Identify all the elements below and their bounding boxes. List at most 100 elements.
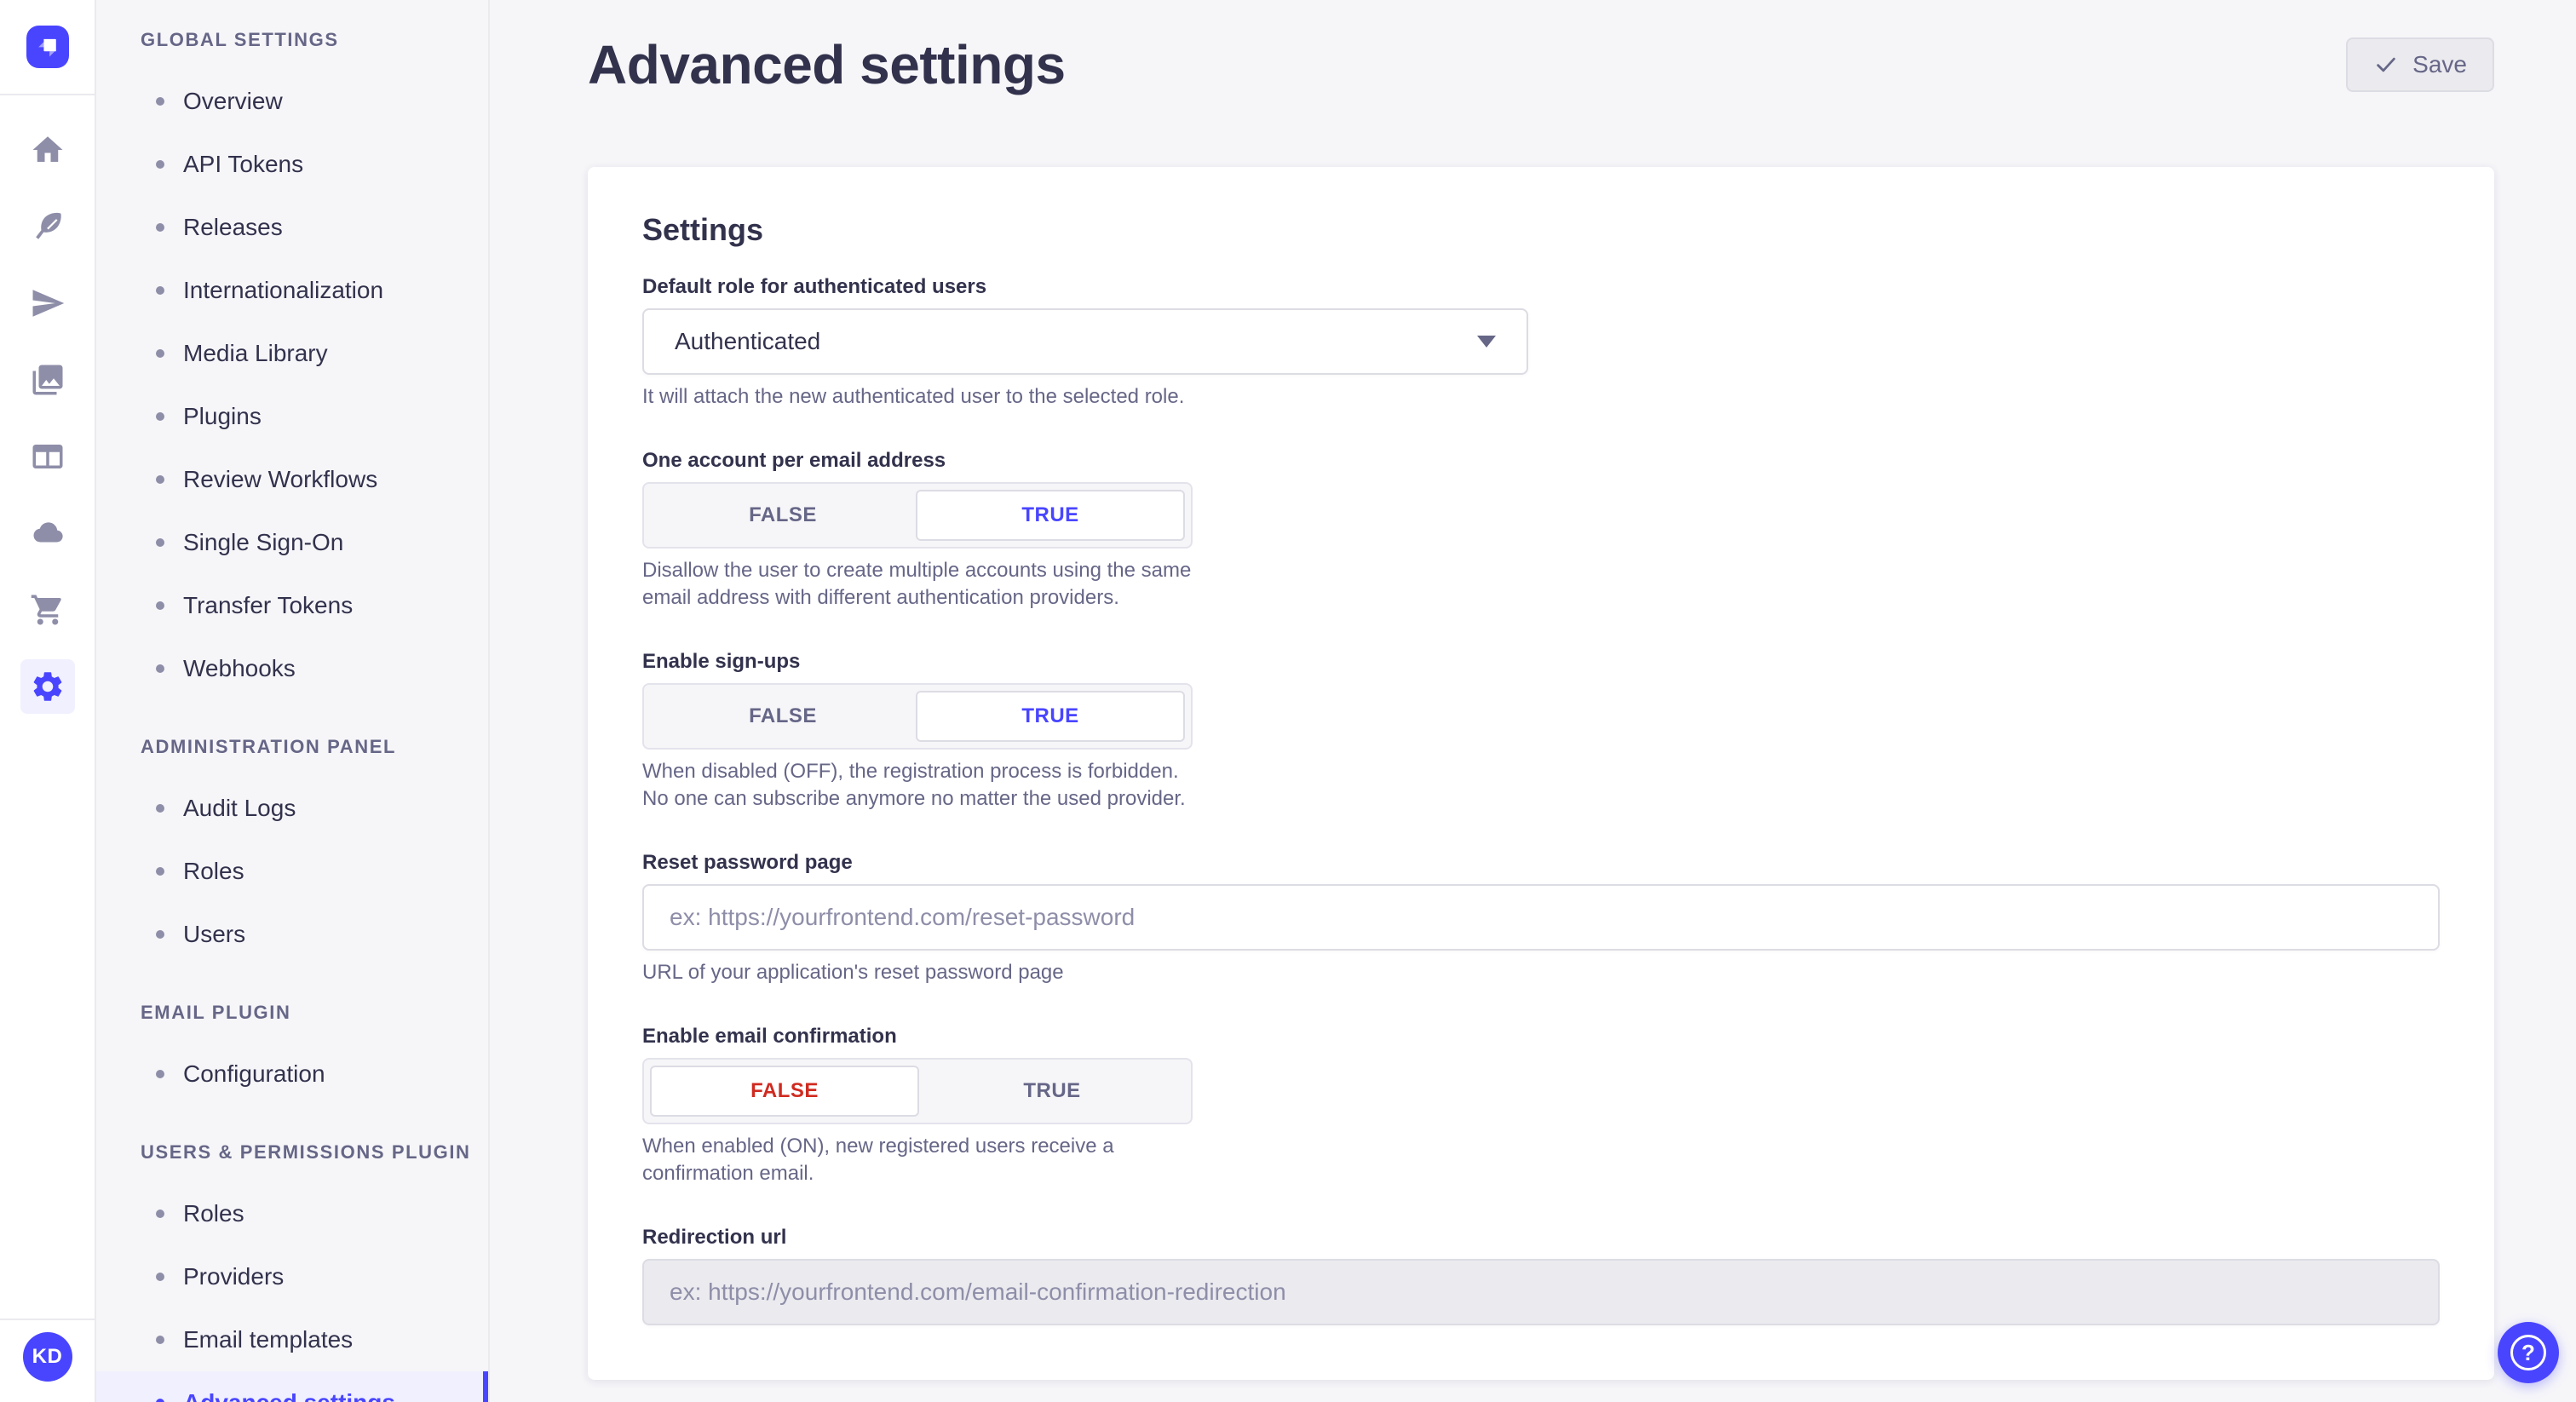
sidebar-item-email-configuration[interactable]: Configuration (96, 1043, 488, 1106)
nav-deploy[interactable] (20, 276, 75, 330)
question-mark-icon: ? (2510, 1335, 2546, 1370)
bullet-icon (156, 867, 164, 876)
settings-sidebar: GLOBAL SETTINGS Overview API Tokens Rele… (96, 0, 490, 1402)
one-account-hint: Disallow the user to create multiple acc… (642, 559, 1192, 609)
bullet-icon (156, 97, 164, 106)
bullet-icon (156, 930, 164, 939)
bullet-icon (156, 1336, 164, 1344)
field-enable-email-confirmation: Enable email confirmation FALSE TRUE Whe… (642, 1024, 1193, 1187)
default-role-hint: It will attach the new authenticated use… (642, 385, 1185, 408)
sidebar-item-up-roles[interactable]: Roles (96, 1182, 488, 1245)
sign-ups-label: Enable sign-ups (642, 650, 801, 673)
nav-settings[interactable] (20, 659, 75, 714)
sidebar-item-api-tokens[interactable]: API Tokens (96, 133, 488, 196)
bullet-icon (156, 1070, 164, 1078)
sidebar-item-review-workflows[interactable]: Review Workflows (96, 448, 488, 511)
field-enable-sign-ups: Enable sign-ups FALSE TRUE When disabled… (642, 649, 1193, 813)
email-confirmation-toggle: FALSE TRUE (642, 1058, 1193, 1124)
cloud-icon (33, 522, 63, 543)
settings-card: Settings Default role for authenticated … (588, 167, 2494, 1380)
bullet-icon (156, 1399, 164, 1402)
layout-icon (32, 445, 62, 468)
sidebar-item-plugins[interactable]: Plugins (96, 385, 488, 448)
feather-icon (35, 212, 61, 239)
section-title-global-settings: GLOBAL SETTINGS (141, 29, 339, 50)
nav-media-library[interactable] (20, 353, 75, 407)
bullet-icon (156, 286, 164, 295)
redirection-url-label: Redirection url (642, 1226, 787, 1249)
sidebar-item-transfer-tokens[interactable]: Transfer Tokens (96, 574, 488, 637)
images-icon (32, 365, 62, 395)
sidebar-item-internationalization[interactable]: Internationalization (96, 259, 488, 322)
bullet-icon (156, 538, 164, 547)
nav-cloud[interactable] (20, 506, 75, 560)
field-reset-password-page: Reset password page URL of your applicat… (642, 850, 2440, 986)
sidebar-item-providers[interactable]: Providers (96, 1245, 488, 1308)
section-title-administration-panel: ADMINISTRATION PANEL (141, 736, 397, 757)
email-confirmation-true-option[interactable]: TRUE (919, 1066, 1185, 1117)
nav-content-manager[interactable] (20, 429, 75, 484)
sidebar-item-advanced-settings[interactable]: Advanced settings (96, 1371, 488, 1402)
main-nav-rail: KD (0, 0, 96, 1402)
bullet-icon (156, 475, 164, 484)
email-confirmation-label: Enable email confirmation (642, 1025, 897, 1048)
email-confirmation-hint: When enabled (ON), new registered users … (642, 1135, 1114, 1185)
redirection-url-input (642, 1259, 2440, 1325)
bullet-icon (156, 349, 164, 358)
bullet-icon (156, 664, 164, 673)
bullet-icon (156, 601, 164, 610)
sidebar-item-overview[interactable]: Overview (96, 70, 488, 133)
help-button[interactable]: ? (2498, 1322, 2559, 1383)
default-role-select[interactable]: Authenticated (642, 308, 1528, 375)
nav-home[interactable] (20, 123, 75, 177)
bullet-icon (156, 1210, 164, 1218)
nav-content-builder[interactable] (20, 199, 75, 254)
default-role-value: Authenticated (675, 328, 821, 354)
rail-footer: KD (0, 1319, 95, 1402)
sign-ups-hint: When disabled (OFF), the registration pr… (642, 760, 1186, 810)
bullet-icon (156, 412, 164, 421)
section-title-email-plugin: EMAIL PLUGIN (141, 1002, 291, 1023)
logo-container (0, 0, 95, 95)
sidebar-item-admin-users[interactable]: Users (96, 903, 488, 966)
sidebar-item-webhooks[interactable]: Webhooks (96, 637, 488, 700)
shopping-cart-icon (31, 595, 61, 625)
bullet-icon (156, 1273, 164, 1281)
main-content: Advanced settings Save Settings Default … (490, 0, 2576, 1402)
sign-ups-true-option[interactable]: TRUE (916, 691, 1185, 742)
one-account-label: One account per email address (642, 449, 946, 472)
save-button-label: Save (2412, 51, 2467, 78)
sidebar-item-releases[interactable]: Releases (96, 196, 488, 259)
user-avatar[interactable]: KD (22, 1332, 72, 1382)
sidebar-item-audit-logs[interactable]: Audit Logs (96, 777, 488, 840)
card-heading: Settings (642, 212, 764, 247)
sidebar-item-media-library[interactable]: Media Library (96, 322, 488, 385)
one-account-toggle: FALSE TRUE (642, 482, 1193, 549)
sidebar-item-admin-roles[interactable]: Roles (96, 840, 488, 903)
home-icon (32, 136, 62, 162)
sidebar-item-single-sign-on[interactable]: Single Sign-On (96, 511, 488, 574)
page-title: Advanced settings (588, 34, 1066, 95)
section-title-users-permissions-plugin: USERS & PERMISSIONS PLUGIN (141, 1141, 471, 1163)
bullet-icon (156, 223, 164, 232)
reset-password-input[interactable] (642, 884, 2440, 951)
bullet-icon (156, 804, 164, 813)
one-account-false-option[interactable]: FALSE (650, 490, 916, 541)
nav-marketplace[interactable] (20, 583, 75, 637)
paper-plane-icon (32, 290, 64, 317)
reset-password-hint: URL of your application's reset password… (642, 961, 1064, 984)
sidebar-item-email-templates[interactable]: Email templates (96, 1308, 488, 1371)
field-one-account-per-email: One account per email address FALSE TRUE… (642, 448, 1193, 612)
reset-password-label: Reset password page (642, 851, 853, 874)
sign-ups-toggle: FALSE TRUE (642, 683, 1193, 750)
save-button[interactable]: Save (2346, 37, 2494, 92)
email-confirmation-false-option[interactable]: FALSE (650, 1066, 919, 1117)
one-account-true-option[interactable]: TRUE (916, 490, 1185, 541)
check-icon (2377, 57, 2395, 72)
field-default-role: Default role for authenticated users Aut… (642, 274, 1528, 411)
strapi-logo-icon (26, 26, 69, 68)
gear-icon (33, 672, 61, 701)
sign-ups-false-option[interactable]: FALSE (650, 691, 916, 742)
default-role-label: Default role for authenticated users (642, 275, 987, 298)
chevron-down-icon (1477, 336, 1496, 348)
